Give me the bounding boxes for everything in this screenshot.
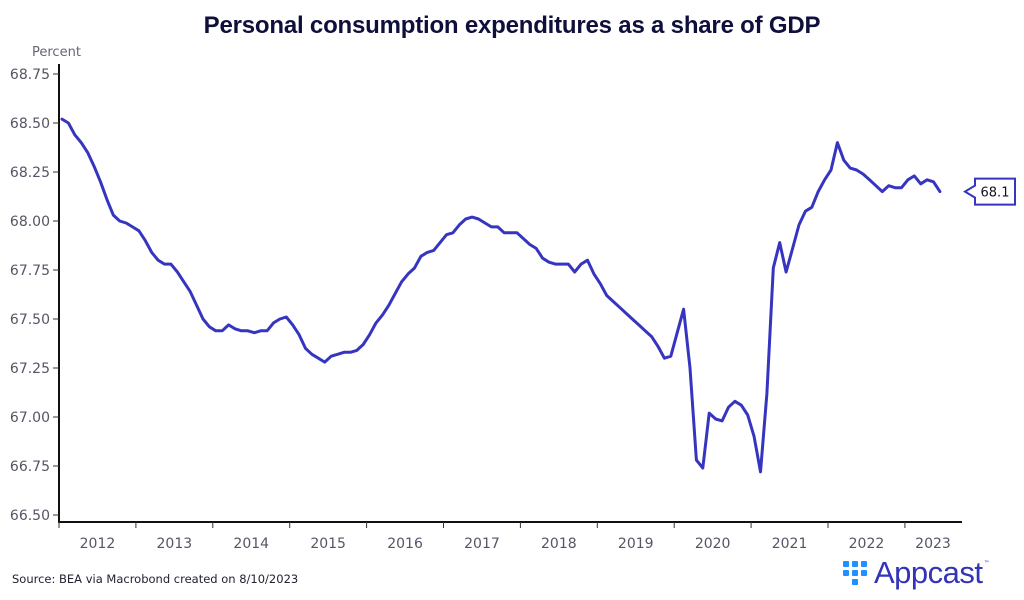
y-tick-label: 67.00 [10, 410, 50, 426]
y-tick-label: 68.00 [10, 214, 50, 230]
x-tick-label: 2021 [772, 536, 808, 552]
x-tick-label: 2020 [695, 536, 731, 552]
appcast-logo-icon [843, 561, 867, 585]
x-tick-label: 2012 [80, 536, 116, 552]
x-tick-label: 2013 [157, 536, 193, 552]
x-tick-label: 2023 [915, 536, 951, 552]
y-tick-label: 67.75 [10, 263, 50, 279]
y-tick-label: 66.75 [10, 459, 50, 475]
x-tick-label: 2017 [464, 536, 500, 552]
y-tick-label: 68.50 [10, 116, 50, 132]
y-tick-label: 67.50 [10, 312, 50, 328]
x-tick-label: 2014 [233, 536, 269, 552]
logo-trademark: ™ [983, 560, 990, 567]
x-tick-label: 2022 [849, 536, 885, 552]
appcast-logo: Appcast ™ [843, 555, 990, 590]
y-tick-label: 68.25 [10, 165, 50, 181]
chart-title: Personal consumption expenditures as a s… [203, 12, 821, 39]
last-value-callout: 68.1 [963, 177, 1016, 206]
x-tick-label: 2018 [541, 536, 577, 552]
callout-box [963, 177, 1016, 206]
source-note: Source: BEA via Macrobond created on 8/1… [12, 572, 299, 586]
y-tick-label: 67.25 [10, 361, 50, 377]
series-line-pce-share [60, 117, 942, 474]
y-axis: 68.75 68.50 68.25 68.00 67.75 67.50 67.25 67.00… [10, 64, 60, 524]
callout-value: 68.1 [981, 186, 1010, 201]
x-axis: 2012 2013 2014 2015 2016 2017 2018 2019 2020 2021… [58, 521, 962, 552]
logo-wordmark: Appcast [874, 555, 983, 590]
y-tick-label: 66.50 [10, 508, 50, 524]
x-tick-label: 2015 [310, 536, 346, 552]
x-tick-label: 2019 [618, 536, 654, 552]
y-axis-unit-label: Percent [32, 45, 81, 60]
x-tick-label: 2016 [387, 536, 423, 552]
y-tick-label: 68.75 [10, 67, 50, 83]
